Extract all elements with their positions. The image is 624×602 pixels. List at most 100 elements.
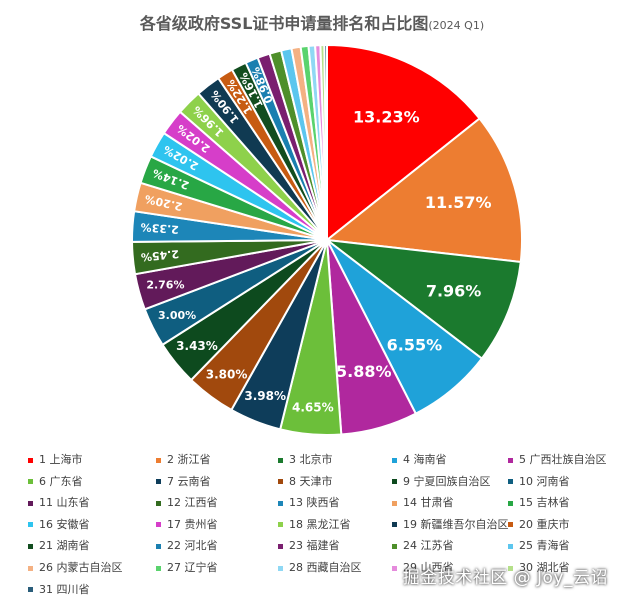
pie-slice-3 [323,238,522,360]
pie-slice-1 [326,43,481,243]
legend-label: 21 湖南省 [39,539,90,553]
legend-item-13: 13 陕西省 [278,495,340,511]
pie-slices [131,43,524,436]
legend-swatch [156,457,161,463]
legend-item-7: 7 云南省 [156,474,211,490]
legend-item-22: 22 河北省 [156,538,218,554]
pie-data-label-10: 3.00% [158,309,196,322]
legend-item-23: 23 福建省 [278,538,340,554]
pie-data-label-6: 4.65% [292,400,334,414]
legend-label: 29 山西省 [403,561,454,574]
legend-swatch [278,457,283,463]
legend-swatch [156,500,161,506]
legend-swatch [392,457,397,463]
chart-title-main: 各省级政府SSL证书申请量排名和占比图 [139,14,429,33]
legend-item-19: 19 新疆维吾尔自治区 [392,517,509,533]
legend-swatch [508,543,513,549]
legend-swatch [28,565,33,571]
legend-item-6: 6 广东省 [28,474,83,490]
legend-label: 12 江西省 [167,496,218,510]
legend-label: 24 江苏省 [403,539,454,553]
pie-data-label-9: 3.43% [176,339,218,353]
legend-item-16: 16 安徽省 [28,517,90,533]
legend-swatch [508,479,513,485]
legend-item-18: 18 黑龙江省 [278,517,351,533]
legend-label: 2 浙江省 [167,453,211,466]
legend-swatch [28,522,33,528]
legend-swatch [156,522,161,528]
legend-item-24: 24 江苏省 [392,538,454,554]
pie-data-label-5: 5.88% [336,362,392,381]
legend-item-8: 8 天津市 [278,474,333,490]
legend-swatch [278,543,283,549]
watermark: 掘金技术社区 @ Joy_云诏 [402,568,608,588]
pie-data-label-8: 3.80% [206,368,248,382]
legend-item-29: 29 山西省 [392,560,454,576]
legend-item-30: 30 湖北省 [508,560,570,576]
legend-swatch [28,479,33,485]
legend-label: 19 新疆维吾尔自治区 [403,517,509,531]
legend-label: 17 贵州省 [167,517,218,531]
chart-title: 各省级政府SSL证书申请量排名和占比图(2024 Q1) [0,10,624,34]
legend-label: 23 福建省 [289,539,340,553]
pie-data-labels: 13.23% 11.57% 7.96% 6.55% 5.88% 4.65% 3.98% 3.8… [140,65,491,414]
pie-data-label-1: 13.23% [353,108,420,127]
legend-label: 30 湖北省 [519,561,570,574]
legend-label: 5 广西壮族自治区 [519,453,607,466]
legend-label: 1 上海市 [39,453,83,466]
legend-label: 3 北京市 [289,453,333,466]
legend-item-10: 10 河南省 [508,474,570,490]
legend-item-4: 4 海南省 [392,452,447,468]
legend-swatch [28,587,33,593]
legend-label: 22 河北省 [167,539,218,553]
legend-swatch [28,500,33,506]
legend-swatch [392,479,397,485]
legend-swatch [156,479,161,485]
legend-label: 6 广东省 [39,474,83,488]
pie-data-label-12: 2.45% [140,247,179,263]
legend-item-14: 14 甘肃省 [392,495,454,511]
legend-label: 25 青海省 [519,539,570,553]
chart-subtitle: (2024 Q1) [428,19,485,32]
pie-slice-2 [324,117,524,264]
legend-item-5: 5 广西壮族自治区 [508,452,607,468]
pie-data-label-11: 2.76% [146,279,184,292]
legend-item-1: 1 上海市 [28,452,83,468]
pie-data-label-13: 2.33% [140,220,179,236]
legend-swatch [28,457,33,463]
legend-item-27: 27 辽宁省 [156,560,218,576]
legend-label: 13 陕西省 [289,496,340,510]
legend-label: 16 安徽省 [39,517,90,531]
legend-swatch [156,543,161,549]
legend-label: 4 海南省 [403,453,447,466]
legend-swatch [278,500,283,506]
legend-label: 15 吉林省 [519,496,570,510]
legend-swatch [508,522,513,528]
legend-item-15: 15 吉林省 [508,495,570,511]
pie-data-label-7: 3.98% [244,389,286,403]
legend-label: 11 山东省 [39,496,90,510]
legend-item-9: 9 宁夏回族自治区 [392,474,491,490]
legend-swatch [508,457,513,463]
legend-swatch [392,500,397,506]
legend-label: 28 西藏自治区 [289,561,362,574]
legend-swatch [278,479,283,485]
legend-swatch [156,565,161,571]
legend-label: 9 宁夏回族自治区 [403,474,491,488]
legend-swatch [28,543,33,549]
legend-item-21: 21 湖南省 [28,538,90,554]
legend-label: 10 河南省 [519,474,570,488]
legend-item-31: 31 四川省 [28,582,90,598]
legend-item-17: 17 贵州省 [156,517,218,533]
legend-swatch [392,543,397,549]
legend-item-28: 28 西藏自治区 [278,560,362,576]
legend-swatch [392,522,397,528]
legend-label: 27 辽宁省 [167,561,218,574]
legend-item-2: 2 浙江省 [156,452,211,468]
pie-chart: 13.23% 11.57% 7.96% 6.55% 5.88% 4.65% 3.98% 3.8… [131,43,524,436]
legend-label: 31 四川省 [39,582,90,596]
legend-label: 20 重庆市 [519,517,570,531]
legend-item-25: 25 青海省 [508,538,570,554]
pie-data-label-2: 11.57% [425,193,492,212]
legend-item-26: 26 内蒙古自治区 [28,560,123,576]
